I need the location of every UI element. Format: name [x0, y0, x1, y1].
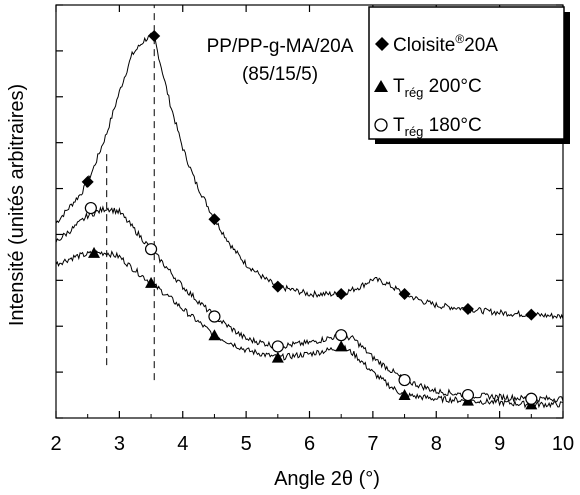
- legend-box: [368, 6, 565, 140]
- triangle-data-point: [271, 351, 284, 363]
- triangle-data-point: [145, 276, 158, 288]
- reference-lines: [106, 5, 155, 381]
- series-line-0: [55, 32, 564, 320]
- circle-data-point: [461, 388, 475, 402]
- plot-area: [55, 4, 564, 419]
- annotation-line-2: (85/15/5): [242, 64, 318, 85]
- legend-entry-treg-200: Trég 200°C: [374, 76, 482, 100]
- x-tick-label: 9: [494, 433, 505, 455]
- annotation: PP/PP-g-MA/20A (85/15/5): [207, 36, 354, 85]
- triangle-marker-icon: [374, 80, 388, 92]
- series-markers: [81, 30, 538, 410]
- diamond-data-point: [461, 303, 474, 316]
- diamond-data-point: [148, 30, 161, 42]
- circle-data-point: [335, 329, 348, 342]
- x-tick-label: 2: [50, 433, 61, 455]
- circle-data-point: [271, 340, 284, 353]
- y-axis-title: Intensité (unités arbitraires): [6, 84, 28, 326]
- annotation-line-1: PP/PP-g-MA/20A: [207, 36, 354, 57]
- x-tick-label: 6: [304, 433, 315, 455]
- x-axis-title: Angle 2θ (°): [274, 468, 380, 490]
- triangle-data-point: [398, 389, 411, 401]
- x-tick-label: 8: [431, 433, 442, 455]
- triangle-data-point: [88, 246, 101, 258]
- diamond-data-point: [525, 308, 538, 321]
- legend-label-treg-180: Trég 180°C: [393, 115, 482, 139]
- x-tick-label: 4: [177, 433, 188, 455]
- x-tick-label: 5: [241, 433, 252, 455]
- legend-entry-cloisite: Cloisite®20A: [375, 32, 498, 56]
- circle-data-point: [525, 392, 538, 405]
- x-axis-tick-labels: 2 3 4 5 6 7 8 9 10: [50, 433, 574, 455]
- diamond-data-point: [81, 175, 94, 188]
- series-line-2: [55, 205, 564, 403]
- legend-label-cloisite: Cloisite®20A: [393, 32, 498, 56]
- legend: Cloisite®20A Trég 200°C Trég 180°C: [368, 6, 570, 144]
- circle-data-point: [208, 310, 221, 323]
- diamond-marker-icon: [375, 37, 389, 51]
- diamond-data-point: [271, 280, 284, 293]
- diamond-data-point: [335, 288, 348, 301]
- diamond-data-point: [398, 288, 411, 301]
- series-lines: [55, 32, 564, 409]
- circle-data-point: [84, 201, 97, 215]
- x-tick-label: 3: [114, 433, 125, 455]
- legend-label-treg-200: Trég 200°C: [393, 76, 482, 100]
- diamond-data-point: [208, 213, 221, 226]
- triangle-data-point: [208, 329, 221, 341]
- circle-marker-icon: [374, 118, 388, 132]
- triangle-data-point: [335, 340, 348, 352]
- legend-entry-treg-180: Trég 180°C: [374, 115, 482, 139]
- circle-data-point: [398, 373, 411, 387]
- x-tick-label: 7: [367, 433, 378, 455]
- series-line-1: [55, 249, 564, 409]
- x-tick-label: 10: [552, 433, 574, 455]
- circle-data-point: [144, 243, 158, 256]
